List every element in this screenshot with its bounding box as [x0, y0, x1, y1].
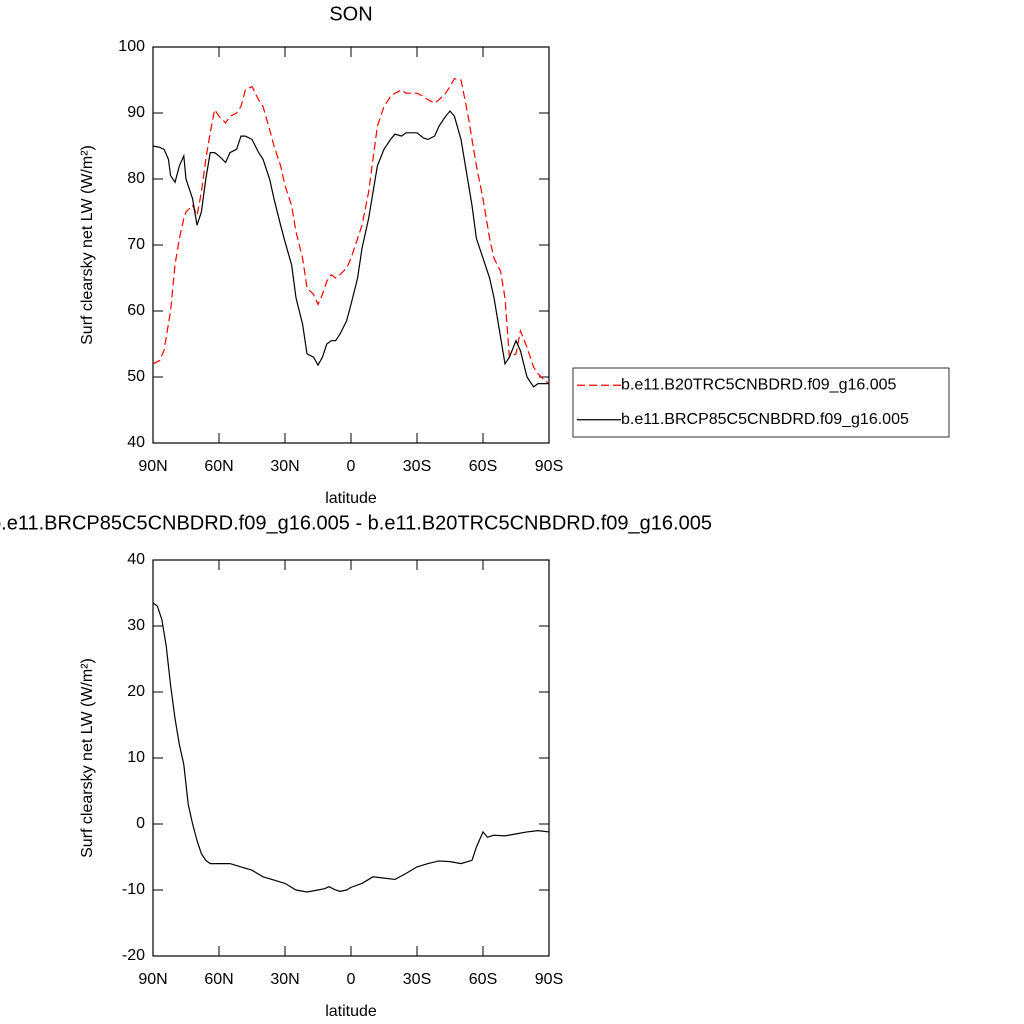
y-tick-label: 0 [136, 815, 145, 832]
y-tick-label: 70 [127, 236, 145, 253]
x-tick-label: 90N [138, 458, 167, 475]
plot-frame [152, 559, 550, 957]
y-tick-label: 100 [118, 38, 145, 55]
y-tick-label: 40 [127, 551, 145, 568]
y-tick-label: 60 [127, 302, 145, 319]
y-tick-label: 10 [127, 749, 145, 766]
y-axis-label: Surf clearsky net LW (W/m²) [79, 145, 96, 345]
y-tick-label: -20 [122, 947, 145, 964]
x-axis-label: latitude [325, 490, 377, 507]
line-series [152, 110, 549, 388]
legend-box [572, 367, 950, 438]
x-tick-label: 30S [403, 971, 431, 988]
y-tick-label: 40 [127, 434, 145, 451]
x-tick-label: 0 [347, 971, 356, 988]
x-tick-label: 30S [403, 458, 431, 475]
x-tick-label: 60S [469, 458, 497, 475]
x-axis-label: latitude [325, 1003, 377, 1020]
line-series [152, 602, 550, 893]
y-tick-label: 50 [127, 368, 145, 385]
x-tick-label: 90N [138, 971, 167, 988]
legend-label: b.e11.B20TRC5CNBDRD.f09_g16.005 [621, 376, 897, 393]
x-tick-label: 60N [204, 458, 233, 475]
x-tick-label: 60N [204, 971, 233, 988]
y-tick-label: 30 [127, 617, 145, 634]
x-tick-label: 30N [270, 971, 299, 988]
x-tick-label: 90S [535, 458, 563, 475]
x-tick-label: 90S [535, 971, 563, 988]
y-tick-label: 20 [127, 683, 145, 700]
x-tick-label: 30N [270, 458, 299, 475]
x-tick-label: 60S [469, 971, 497, 988]
chart-title: SON [329, 3, 372, 25]
y-axis-label: Surf clearsky net LW (W/m²) [79, 658, 96, 858]
x-tick-label: 0 [347, 458, 356, 475]
legend-label: b.e11.BRCP85C5CNBDRD.f09_g16.005 [621, 411, 909, 428]
y-tick-label: 90 [127, 104, 145, 121]
y-tick-label: -10 [122, 881, 145, 898]
chart-title: b.e11.BRCP85C5CNBDRD.f09_g16.005 - b.e11… [0, 512, 712, 534]
y-tick-label: 80 [127, 170, 145, 187]
line-series [152, 78, 550, 385]
plot-frame [152, 46, 550, 444]
